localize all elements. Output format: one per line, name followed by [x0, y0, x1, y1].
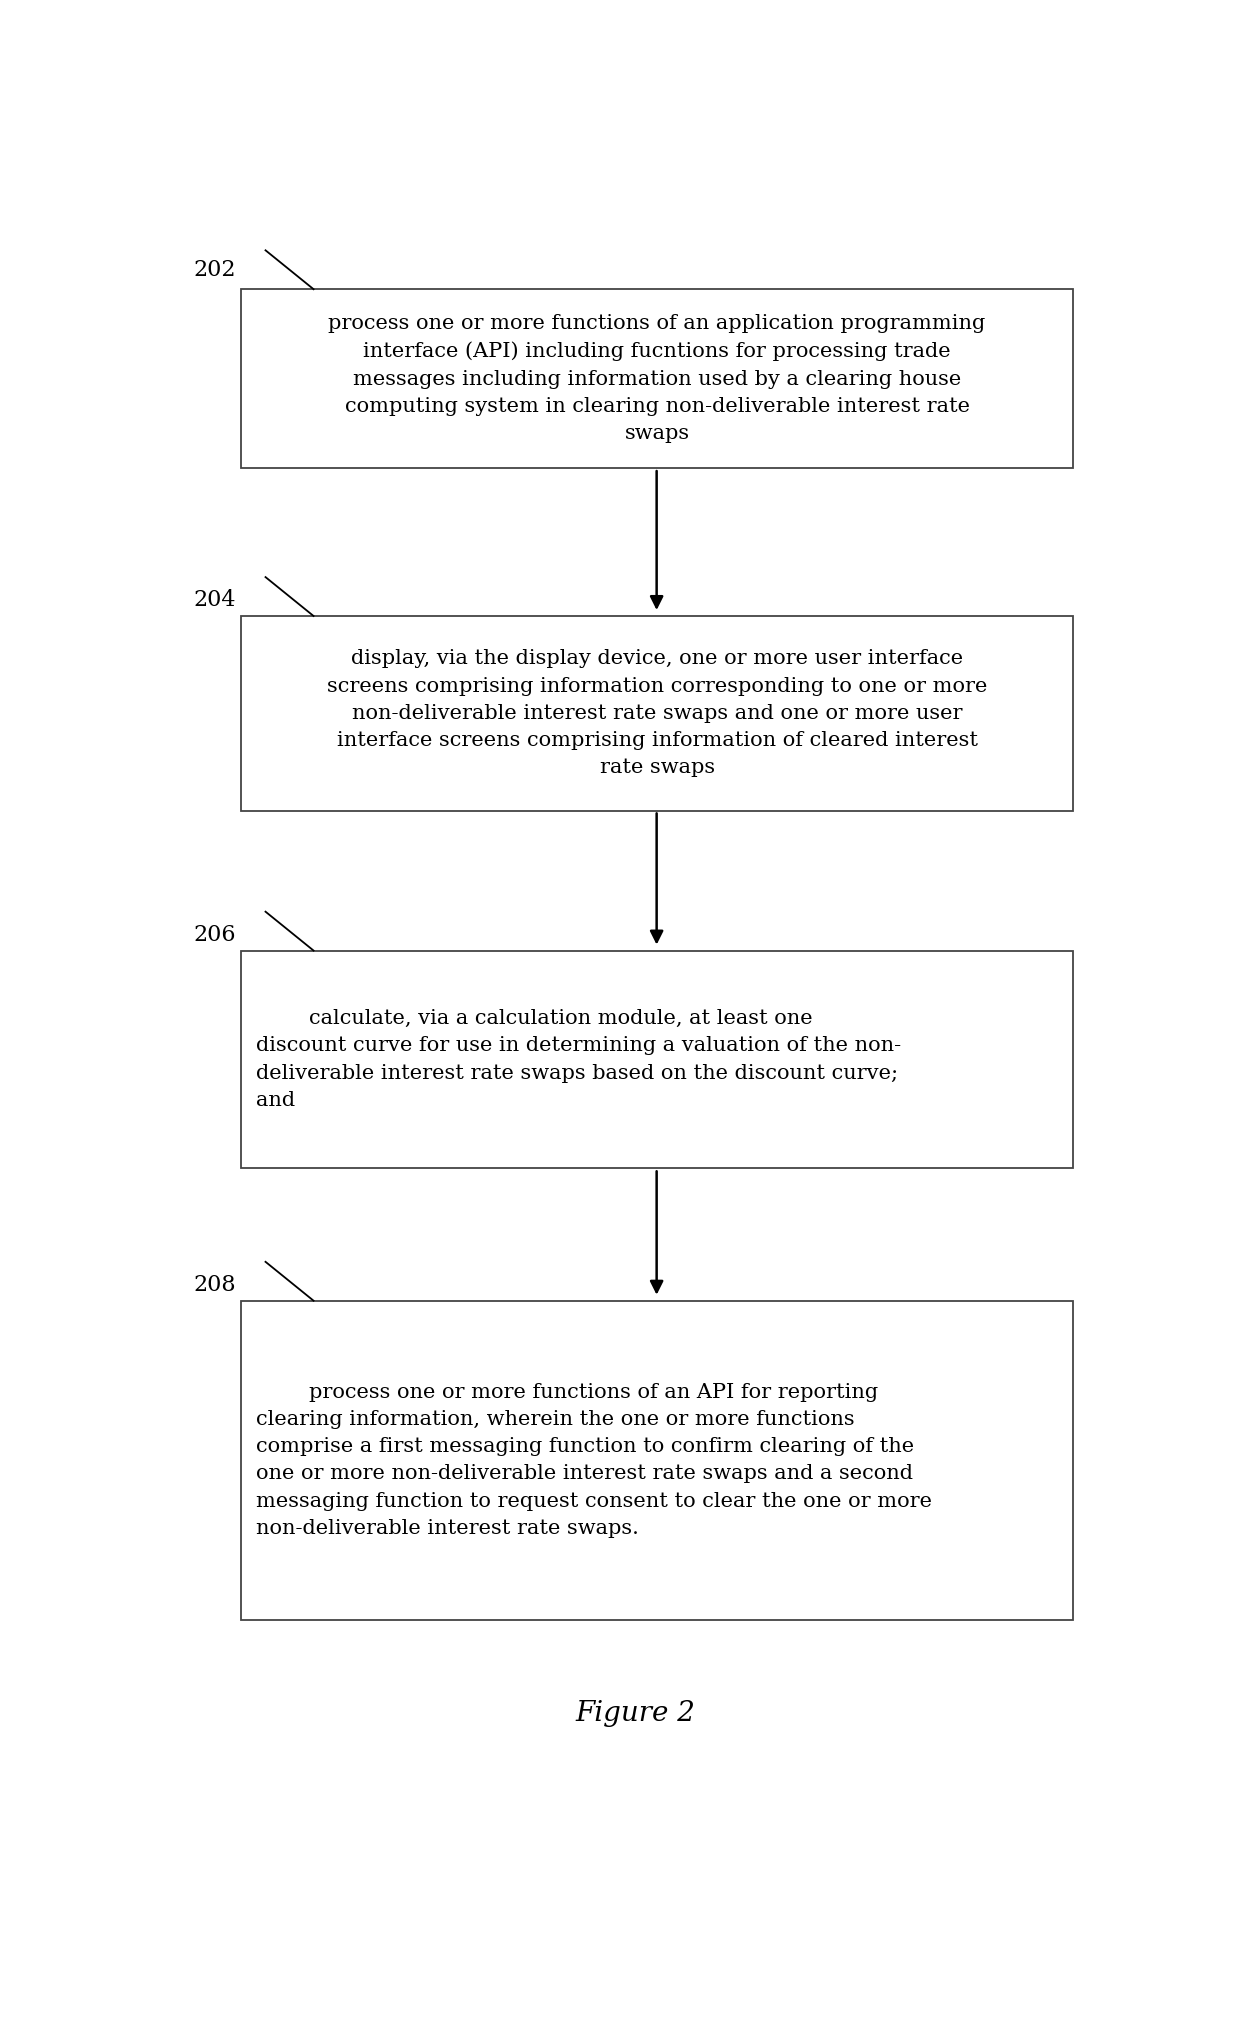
- Bar: [242, 289, 1073, 469]
- Bar: [242, 950, 1073, 1168]
- Text: 208: 208: [193, 1273, 236, 1295]
- Bar: [242, 616, 1073, 810]
- Text: 206: 206: [193, 924, 236, 946]
- Bar: [242, 1302, 1073, 1619]
- Text: 204: 204: [193, 590, 236, 610]
- Text: display, via the display device, one or more user interface
screens comprising i: display, via the display device, one or …: [327, 649, 987, 778]
- Text: calculate, via a calculation module, at least one
discount curve for use in dete: calculate, via a calculation module, at …: [255, 1008, 901, 1110]
- Text: process one or more functions of an API for reporting
clearing information, wher: process one or more functions of an API …: [255, 1382, 932, 1538]
- Text: 202: 202: [193, 259, 236, 281]
- Text: process one or more functions of an application programming
interface (API) incl: process one or more functions of an appl…: [329, 313, 986, 443]
- Text: Figure 2: Figure 2: [575, 1700, 696, 1726]
